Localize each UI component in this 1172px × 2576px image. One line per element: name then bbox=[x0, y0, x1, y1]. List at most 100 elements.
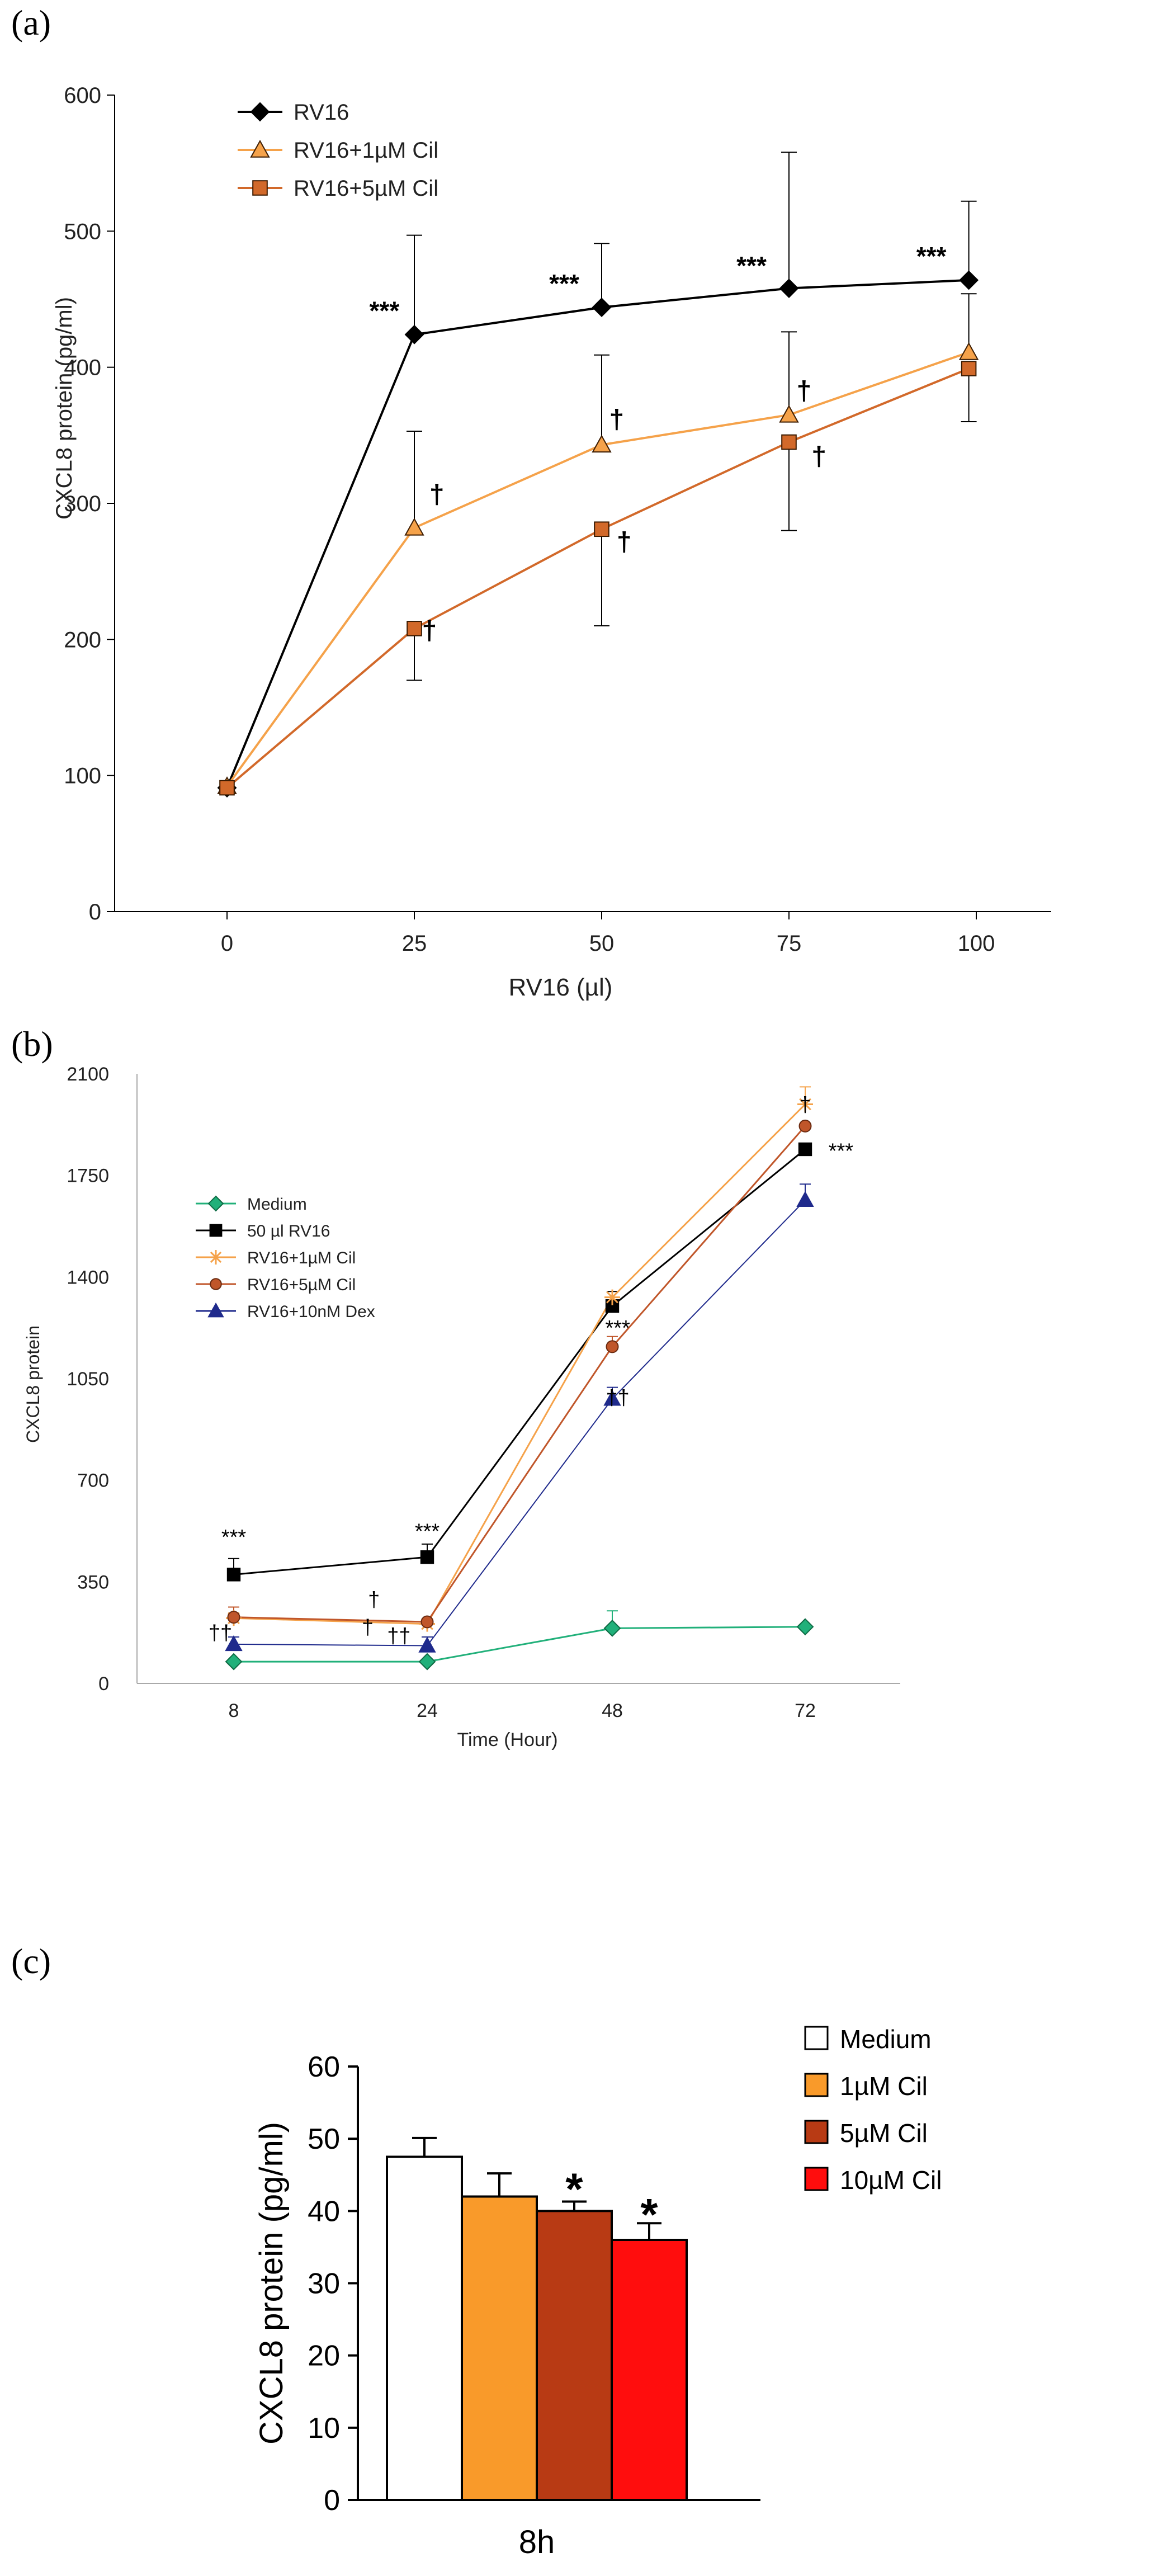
legend-label: RV16+1µM Cil bbox=[294, 138, 438, 163]
y-tick-label: 0 bbox=[89, 900, 101, 924]
x-axis-label: Time (Hour) bbox=[457, 1729, 557, 1751]
significance-marker: *** bbox=[549, 269, 579, 298]
legend-label: RV16+10nM Dex bbox=[247, 1303, 375, 1321]
data-point bbox=[407, 621, 422, 636]
chart-c: 0 10 20 30 40 50 60 CXCL8 protein (pg/ml) * * 8h Me… bbox=[253, 2025, 942, 2560]
legend-marker bbox=[252, 180, 268, 196]
data-point bbox=[603, 1619, 621, 1637]
x-tick-label: 100 bbox=[958, 931, 995, 956]
series-line-1 bbox=[233, 1148, 806, 1575]
series-line-0 bbox=[234, 1626, 806, 1663]
data-point bbox=[796, 1618, 814, 1636]
y-tick-label: 60 bbox=[308, 2051, 340, 2083]
legend-marker bbox=[250, 139, 270, 158]
significance-marker: † bbox=[617, 527, 632, 557]
legend-marker bbox=[207, 1195, 224, 1212]
significance-marker: †† bbox=[606, 1386, 630, 1410]
data-point bbox=[226, 1568, 241, 1582]
bar-1 bbox=[461, 2195, 538, 2501]
data-point bbox=[961, 361, 977, 376]
legend-swatch bbox=[804, 2120, 829, 2144]
x-tick-label: 8 bbox=[229, 1700, 239, 1721]
data-point bbox=[420, 1615, 434, 1629]
data-point bbox=[418, 1636, 436, 1653]
data-point bbox=[781, 434, 797, 450]
data-point bbox=[420, 1550, 434, 1564]
x-tick-label: 75 bbox=[777, 931, 802, 956]
y-tick-label: 350 bbox=[77, 1572, 109, 1593]
bar-3 bbox=[611, 2239, 688, 2501]
significance-marker: *** bbox=[916, 242, 947, 271]
significance-marker: *** bbox=[370, 296, 400, 325]
legend-label: 10µM Cil bbox=[840, 2165, 942, 2195]
x-tick-label: 0 bbox=[221, 931, 233, 956]
x-tick-label: 50 bbox=[589, 931, 615, 956]
panel-label-b: (b) bbox=[11, 1024, 53, 1064]
y-tick-label: 700 bbox=[77, 1470, 109, 1492]
significance-marker: * bbox=[565, 2164, 583, 2214]
panel-a: (a) 0 100 200 300 400 500 600 0 25 50 75 100 RV16 (µ… bbox=[0, 0, 1172, 1007]
panel-label-a: (a) bbox=[11, 3, 51, 43]
y-tick-label: 1050 bbox=[67, 1369, 109, 1390]
legend-marker bbox=[210, 1278, 222, 1290]
significance-marker: † bbox=[368, 1588, 380, 1611]
data-point bbox=[798, 1119, 812, 1133]
x-axis-label: 8h bbox=[519, 2524, 555, 2560]
y-tick-label: 0 bbox=[98, 1673, 109, 1695]
significance-marker: †† bbox=[387, 1624, 410, 1648]
y-axis-label: CXCL8 protein (pg/ml) bbox=[52, 297, 77, 520]
legend-label: RV16+1µM Cil bbox=[247, 1249, 356, 1267]
data-point bbox=[219, 780, 235, 796]
x-tick-label: 25 bbox=[402, 931, 427, 956]
data-point bbox=[592, 435, 612, 453]
panel-b: (b) 0 350 700 1050 1400 1750 2100 8 24 48 72 Time (… bbox=[0, 1007, 1172, 1924]
data-point bbox=[797, 1096, 813, 1112]
legend-label: Medium bbox=[247, 1195, 307, 1214]
data-point bbox=[225, 1653, 243, 1671]
data-point bbox=[796, 1191, 814, 1207]
data-point bbox=[959, 270, 979, 290]
significance-marker: *** bbox=[415, 1520, 440, 1543]
data-point bbox=[418, 1653, 436, 1671]
y-tick-label: 30 bbox=[308, 2268, 340, 2300]
y-tick-label: 2100 bbox=[67, 1064, 109, 1085]
data-point bbox=[227, 1611, 240, 1624]
significance-marker: *** bbox=[605, 1317, 630, 1340]
data-point bbox=[404, 517, 424, 536]
panel-c: (c) 0 10 20 30 40 50 60 CXCL8 protein (pg/ml) * *… bbox=[0, 1924, 1172, 2576]
y-axis-label: CXCL8 protein (pg/ml) bbox=[253, 2122, 290, 2445]
y-tick-label: 1400 bbox=[67, 1267, 109, 1288]
x-tick-label: 72 bbox=[795, 1700, 816, 1721]
data-point bbox=[779, 404, 799, 423]
significance-marker: † bbox=[362, 1616, 374, 1639]
significance-marker: †† bbox=[209, 1621, 232, 1645]
data-point bbox=[606, 1340, 619, 1353]
legend-swatch bbox=[804, 2073, 829, 2097]
significance-marker: † bbox=[422, 616, 437, 645]
legend-label: RV16 bbox=[294, 100, 349, 125]
y-tick-label: 0 bbox=[324, 2484, 340, 2517]
legend-label: 50 µl RV16 bbox=[247, 1222, 330, 1240]
legend-label: 5µM Cil bbox=[840, 2119, 928, 2148]
legend-marker bbox=[209, 1224, 223, 1237]
bar-0 bbox=[386, 2155, 463, 2502]
y-tick-label: 20 bbox=[308, 2340, 340, 2372]
series-line-1 bbox=[226, 351, 970, 787]
legend-swatch bbox=[804, 2026, 829, 2050]
significance-marker: *** bbox=[221, 1526, 247, 1549]
significance-marker: † bbox=[796, 376, 811, 406]
bar-2 bbox=[536, 2210, 613, 2501]
series-line-3 bbox=[233, 1125, 806, 1623]
significance-marker: *** bbox=[736, 251, 767, 280]
y-tick-label: 200 bbox=[64, 628, 101, 652]
legend-label: RV16+5µM Cil bbox=[294, 176, 438, 201]
data-point bbox=[592, 298, 612, 318]
legend-marker bbox=[207, 1302, 224, 1318]
data-point bbox=[603, 1390, 621, 1406]
y-tick-label: 50 bbox=[308, 2123, 340, 2155]
data-point bbox=[798, 1142, 812, 1157]
legend-label: 1µM Cil bbox=[840, 2072, 928, 2101]
y-tick-label: 40 bbox=[308, 2195, 340, 2228]
y-tick-label: 500 bbox=[64, 219, 101, 244]
legend-marker bbox=[209, 1250, 223, 1265]
